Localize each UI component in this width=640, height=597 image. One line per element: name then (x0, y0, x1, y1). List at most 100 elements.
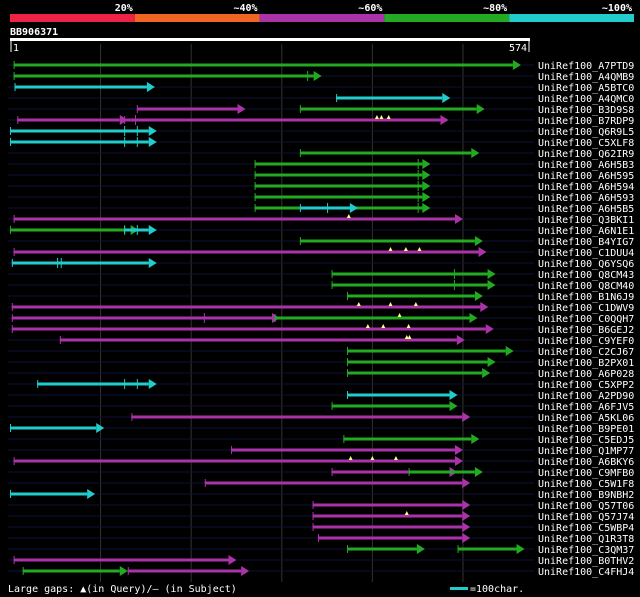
hit-arrowhead (146, 82, 155, 92)
hit-arrowhead (476, 104, 485, 114)
hit-arrowhead (148, 126, 157, 136)
hit-label: UniRef100_B3D9S8 (538, 105, 634, 116)
hit-arrowhead (462, 412, 471, 422)
query-gap-marker (370, 456, 375, 460)
hit-label: UniRef100_C9MFB0 (538, 468, 634, 479)
hit-arrowhead (482, 368, 491, 378)
scale-bar (450, 587, 468, 590)
query-gap-marker (388, 247, 393, 251)
hit-arrowhead (471, 434, 480, 444)
identity-bin-label: ~80% (483, 3, 507, 14)
hit-arrowhead (148, 225, 157, 235)
query-gap-marker (348, 456, 353, 460)
hit-label: UniRef100_A6H593 (538, 193, 634, 204)
hit-arrowhead (241, 566, 250, 576)
hit-label: UniRef100_C2CJ67 (538, 347, 634, 358)
hit-label: UniRef100_C9YEF0 (538, 336, 634, 347)
query-gap-marker (365, 324, 370, 328)
hit-arrowhead (228, 555, 237, 565)
hit-arrowhead (449, 401, 458, 411)
hit-arrowhead (454, 456, 463, 466)
hit-label: UniRef100_A6H594 (538, 182, 634, 193)
scale-legend-text: =100char. (470, 584, 524, 595)
identity-bin-5 (509, 14, 634, 22)
hit-arrowhead (148, 258, 157, 268)
query-gap-marker (346, 214, 351, 218)
hit-arrowhead (440, 115, 449, 125)
query-gap-marker (386, 115, 391, 119)
hit-arrowhead (119, 566, 128, 576)
hit-arrowhead (96, 423, 105, 433)
query-gap-marker (397, 313, 402, 317)
identity-bin-label: ~60% (358, 3, 382, 14)
hit-label: UniRef100_A5KL06 (538, 413, 634, 424)
hit-arrowhead (474, 291, 483, 301)
hit-label: UniRef100_B9NBH2 (538, 490, 634, 501)
hit-label: UniRef100_C5W1F8 (538, 479, 634, 490)
hit-arrowhead (487, 357, 496, 367)
hit-arrowhead (487, 280, 496, 290)
hit-label: UniRef100_B7RDP9 (538, 116, 634, 127)
hit-label: UniRef100_A4QMC0 (538, 94, 634, 105)
hit-label: UniRef100_Q1R3T8 (538, 534, 634, 545)
hit-label: UniRef100_Q62IR9 (538, 149, 634, 160)
hit-label: UniRef100_C5XLF8 (538, 138, 634, 149)
hit-label: UniRef100_A5BTC0 (538, 83, 634, 94)
query-gap-marker (379, 115, 384, 119)
hit-label: UniRef100_Q1MP77 (538, 446, 634, 457)
hit-arrowhead (454, 445, 463, 455)
hit-label: UniRef100_B4YIG7 (538, 237, 634, 248)
hit-arrowhead (487, 269, 496, 279)
hit-arrowhead (462, 478, 471, 488)
hit-label: UniRef100_C5WBP4 (538, 523, 634, 534)
hit-arrowhead (469, 313, 478, 323)
identity-bin-label: 20% (115, 3, 133, 14)
hit-arrowhead (485, 324, 494, 334)
hit-arrowhead (454, 214, 463, 224)
gap-legend-text: Large gaps: ▲(in Query)/– (in Subject) (8, 584, 237, 595)
hit-label: UniRef100_Q6YSQ6 (538, 259, 634, 270)
query-gap-marker (404, 335, 409, 339)
identity-bin-3 (259, 14, 385, 22)
hit-arrowhead (462, 522, 471, 532)
query-gap-marker (403, 247, 408, 251)
hit-label: UniRef100_C0QQH7 (538, 314, 634, 325)
identity-bin-4 (384, 14, 510, 22)
axis-start-label: 1 (13, 43, 19, 54)
query-gap-marker (393, 456, 398, 460)
hit-label: UniRef100_A6N1E1 (538, 226, 634, 237)
query-gap-marker (388, 302, 393, 306)
hit-arrowhead (119, 115, 128, 125)
hit-label: UniRef100_A7PTD9 (538, 61, 634, 72)
hit-arrowhead (87, 489, 96, 499)
hit-arrowhead (148, 379, 157, 389)
hit-arrowhead (462, 500, 471, 510)
hit-arrowhead (442, 93, 451, 103)
hit-label: UniRef100_A6H5B5 (538, 204, 634, 215)
hit-arrowhead (474, 467, 483, 477)
hit-arrowhead (516, 544, 525, 554)
query-gap-marker (406, 324, 411, 328)
hit-label: UniRef100_Q57J74 (538, 512, 634, 523)
hit-arrowhead (456, 335, 465, 345)
hit-label: UniRef100_C1DWV9 (538, 303, 634, 314)
hit-label: UniRef100_A6H5B3 (538, 160, 634, 171)
hit-arrowhead (422, 181, 431, 191)
hit-label: UniRef100_Q3BKI1 (538, 215, 634, 226)
query-gap-marker (381, 324, 386, 328)
hit-label: UniRef100_A6BKY6 (538, 457, 634, 468)
grid-lines (100, 44, 464, 582)
hit-arrowhead (313, 71, 322, 81)
hit-label: UniRef100_C5EDJ5 (538, 435, 634, 446)
hit-arrowhead (512, 60, 521, 70)
hit-arrowhead (148, 137, 157, 147)
hit-arrowhead (462, 511, 471, 521)
hit-labels: UniRef100_A7PTD9UniRef100_A4QMB9UniRef10… (538, 61, 634, 578)
hit-label: UniRef100_Q8CM40 (538, 281, 634, 292)
query-gap-marker (407, 335, 412, 339)
axis-end-label: 574 (509, 43, 527, 54)
hit-label: UniRef100_C1DUU4 (538, 248, 634, 259)
query-axis (10, 38, 530, 41)
hit-arrowhead (505, 346, 514, 356)
